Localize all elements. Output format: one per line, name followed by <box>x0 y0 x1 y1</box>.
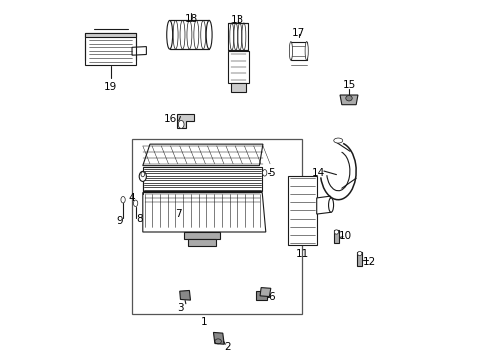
Text: 2: 2 <box>224 342 230 352</box>
Ellipse shape <box>139 171 147 181</box>
Ellipse shape <box>305 41 308 60</box>
Text: 19: 19 <box>104 82 117 92</box>
Ellipse shape <box>334 138 343 143</box>
Ellipse shape <box>289 41 293 60</box>
Text: 10: 10 <box>339 231 352 240</box>
Polygon shape <box>317 196 331 214</box>
Text: 6: 6 <box>269 292 275 302</box>
Text: 18: 18 <box>185 14 198 24</box>
Polygon shape <box>132 46 147 55</box>
Text: 9: 9 <box>116 216 123 226</box>
Ellipse shape <box>206 21 212 49</box>
Text: 11: 11 <box>296 248 309 258</box>
Ellipse shape <box>121 197 125 203</box>
Ellipse shape <box>358 251 362 256</box>
Polygon shape <box>256 291 267 300</box>
Ellipse shape <box>346 95 352 101</box>
Polygon shape <box>85 33 136 65</box>
Polygon shape <box>143 144 263 166</box>
Polygon shape <box>170 21 209 49</box>
Polygon shape <box>228 51 249 83</box>
Polygon shape <box>214 332 224 344</box>
Ellipse shape <box>167 21 172 49</box>
Ellipse shape <box>133 200 138 207</box>
Polygon shape <box>180 291 191 300</box>
Polygon shape <box>357 252 362 266</box>
Polygon shape <box>85 33 136 37</box>
Ellipse shape <box>263 170 267 176</box>
Text: 8: 8 <box>137 215 143 224</box>
Polygon shape <box>340 95 358 105</box>
Ellipse shape <box>178 121 184 129</box>
Polygon shape <box>288 176 317 244</box>
Bar <box>132 139 302 315</box>
Text: 3: 3 <box>177 303 184 314</box>
Text: 4: 4 <box>129 193 135 203</box>
Text: 5: 5 <box>269 168 275 178</box>
Polygon shape <box>143 167 262 191</box>
Text: 7: 7 <box>175 209 182 219</box>
Polygon shape <box>188 239 216 246</box>
Text: 15: 15 <box>343 80 356 90</box>
Polygon shape <box>291 41 307 60</box>
Polygon shape <box>260 288 271 297</box>
Polygon shape <box>143 193 266 232</box>
Polygon shape <box>334 230 339 243</box>
Polygon shape <box>228 23 248 50</box>
Polygon shape <box>184 232 220 239</box>
Text: 14: 14 <box>312 168 325 178</box>
Polygon shape <box>231 83 246 92</box>
Text: 17: 17 <box>292 28 305 38</box>
Text: 12: 12 <box>363 257 376 267</box>
Polygon shape <box>177 114 194 128</box>
Ellipse shape <box>334 230 339 234</box>
Text: 13: 13 <box>231 15 245 26</box>
Ellipse shape <box>329 198 334 212</box>
Text: 1: 1 <box>200 317 207 327</box>
Text: 16: 16 <box>164 114 177 124</box>
